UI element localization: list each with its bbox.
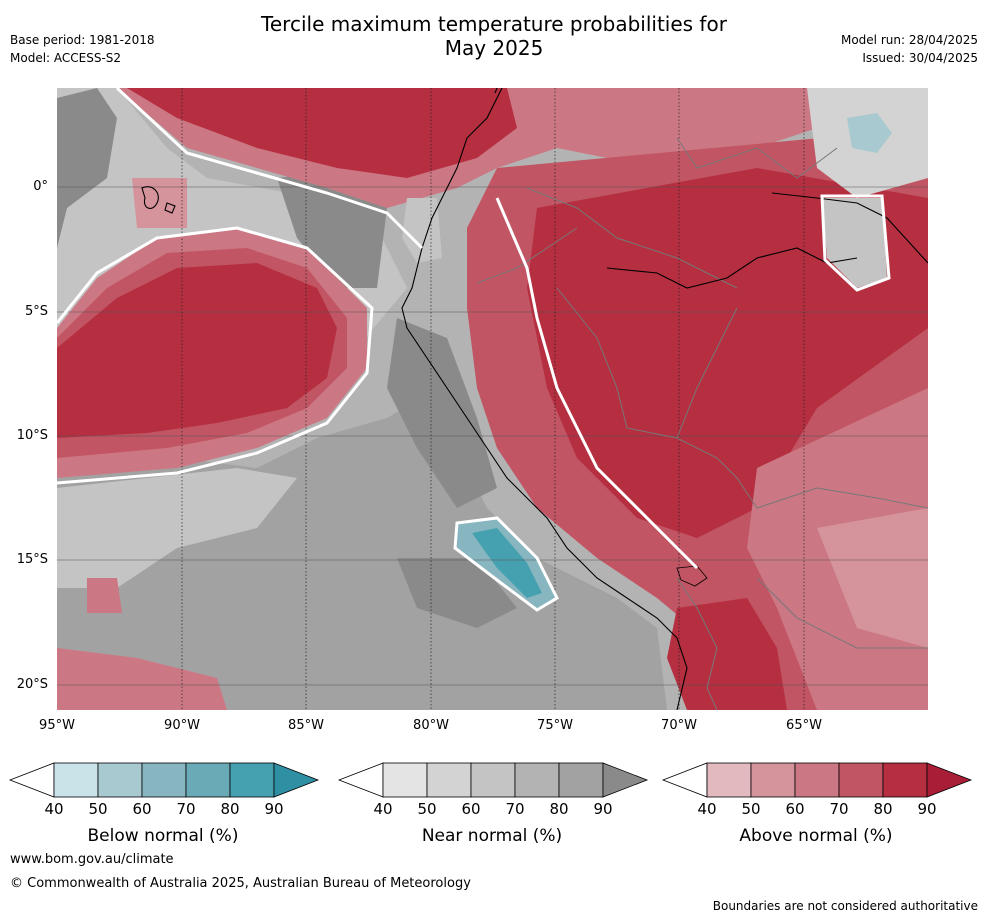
colorbar-segment: [53, 762, 99, 798]
colorbar-tick-label: 90: [593, 800, 613, 818]
colorbar-tick-label: 90: [264, 800, 284, 818]
colorbar-tick-label: 70: [176, 800, 196, 818]
colorbar-segment: [97, 762, 143, 798]
colorbar-tick-label: 50: [88, 800, 108, 818]
colorbar-tick-label: 70: [505, 800, 525, 818]
colorbar-segment: [706, 762, 752, 798]
near-normal-strong-south: [397, 558, 517, 628]
colorbar-tick-label: 50: [741, 800, 761, 818]
near-normal-region-south: [57, 388, 667, 710]
below-normal-north: [847, 113, 892, 153]
colorbar-below-normal: [8, 762, 320, 798]
colorbar-segment: [838, 762, 884, 798]
colorbar-segment: [558, 762, 604, 798]
colorbar-title-near: Near normal (%): [421, 826, 563, 846]
issued-date: Issued: 30/04/2025: [862, 51, 978, 65]
copyright-text: © Commonwealth of Australia 2025, Austra…: [10, 876, 471, 891]
colorbar-tick-label: 60: [461, 800, 481, 818]
near-normal-strong-nw: [57, 88, 117, 248]
meta-left: Base period: 1981-2018 Model: ACCESS-S2: [10, 31, 155, 67]
lon-label-85w: 85°W: [288, 718, 324, 733]
disclaimer-text: Boundaries are not considered authoritat…: [712, 899, 978, 913]
colorbar-min-arrow: [661, 762, 708, 798]
colorbar-segment: [882, 762, 928, 798]
website-link[interactable]: www.bom.gov.au/climate: [10, 852, 174, 867]
colorbar-tick-label: 80: [549, 800, 569, 818]
meta-right: Model run: 28/04/2025 Issued: 30/04/2025: [841, 31, 978, 67]
colorbar-segment: [426, 762, 472, 798]
lat-label-15s: 15°S: [16, 552, 48, 567]
lat-label-5s: 5°S: [24, 304, 48, 319]
country-borders: [476, 137, 928, 710]
colorbar-min-arrow: [8, 762, 55, 798]
colorbar-segment: [185, 762, 231, 798]
map-title: Tercile maximum temperature probabilitie…: [0, 12, 988, 60]
base-period: Base period: 1981-2018: [10, 33, 155, 47]
lon-label-80w: 80°W: [413, 718, 449, 733]
title-line-2: May 2025: [444, 36, 544, 60]
above-normal-southeast-light: [817, 508, 928, 648]
colorbar-tick-label: 80: [873, 800, 893, 818]
lat-label-10s: 10°S: [16, 428, 48, 443]
colorbar-tick-label: 60: [785, 800, 805, 818]
colorbar-tick-label: 40: [373, 800, 393, 818]
lon-label-70w: 70°W: [661, 718, 697, 733]
colorbar-tick-label: 90: [917, 800, 937, 818]
model-name: Model: ACCESS-S2: [10, 51, 122, 65]
colorbar-segment: [750, 762, 796, 798]
lat-label-0: 0°: [33, 179, 48, 194]
above-normal-north-core: [127, 88, 517, 178]
map-canvas: [57, 88, 928, 710]
colorbar-tick-label: 40: [697, 800, 717, 818]
near-normal-gulf: [402, 198, 442, 263]
lon-label-90w: 90°W: [164, 718, 200, 733]
near-normal-light-south: [57, 468, 297, 588]
colorbar-tick-label: 80: [220, 800, 240, 818]
colorbar-max-arrow: [273, 762, 320, 798]
above-normal-continent-core: [527, 168, 928, 538]
colorbar-above-normal: [661, 762, 973, 798]
colorbar-near-normal: [337, 762, 649, 798]
lon-label-95w: 95°W: [39, 718, 75, 733]
colorbar-segment: [794, 762, 840, 798]
title-line-1: Tercile maximum temperature probabilitie…: [261, 12, 727, 36]
coastline: [141, 88, 928, 710]
colorbar-tick-label: 50: [417, 800, 437, 818]
colorbar-segment: [141, 762, 187, 798]
above-normal-altiplano: [667, 598, 787, 710]
colorbar-max-arrow: [926, 762, 973, 798]
above-normal-west-core: [57, 263, 337, 438]
near-normal-strong-coast: [387, 318, 497, 508]
colorbar-title-below: Below normal (%): [87, 826, 239, 846]
colorbars: [8, 762, 973, 798]
colorbar-segment: [382, 762, 428, 798]
below-normal-offshore-core: [472, 528, 542, 598]
graticule-longitudes: [181, 88, 805, 710]
lat-label-20s: 20°S: [16, 677, 48, 692]
model-run: Model run: 28/04/2025: [840, 33, 978, 47]
colorbar-segment: [470, 762, 516, 798]
above-normal-southwest: [57, 648, 227, 710]
lon-label-75w: 75°W: [537, 718, 573, 733]
colorbar-min-arrow: [337, 762, 384, 798]
colorbar-segment: [229, 762, 275, 798]
probability-map: [57, 88, 928, 710]
colorbar-segment: [514, 762, 560, 798]
near-normal-amazon: [822, 198, 887, 288]
colorbar-title-above: Above normal (%): [739, 826, 893, 846]
colorbar-tick-label: 40: [44, 800, 64, 818]
above-normal-galapagos: [132, 178, 187, 228]
graticule-latitudes: [57, 186, 928, 686]
white-contours: [57, 88, 891, 612]
lon-label-65w: 65°W: [786, 718, 822, 733]
colorbar-tick-label: 70: [829, 800, 849, 818]
colorbar-tick-label: 60: [132, 800, 152, 818]
colorbar-max-arrow: [602, 762, 649, 798]
above-normal-patch: [87, 578, 122, 613]
